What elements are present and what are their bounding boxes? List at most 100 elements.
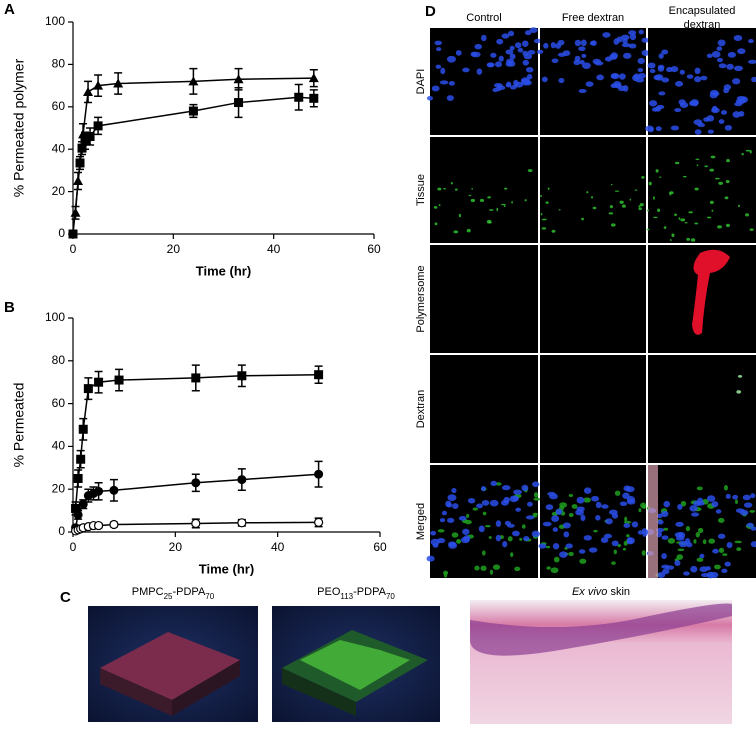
cell: [462, 67, 470, 73]
cell: [674, 108, 682, 113]
marker: [188, 106, 198, 116]
cell: [440, 67, 446, 75]
cell: [621, 43, 631, 48]
column-header: Free dextran: [561, 12, 625, 24]
cell: [552, 527, 559, 532]
cell: [558, 209, 561, 211]
y-tick-label: 80: [52, 57, 66, 71]
cell: [714, 564, 721, 570]
micrograph: [430, 137, 538, 243]
image-caption: PMPC25-PDPA70: [132, 586, 215, 601]
cell: [737, 48, 746, 55]
cell: [683, 571, 690, 576]
cell: [649, 69, 656, 74]
marker: [294, 92, 304, 102]
stack-side: [282, 668, 356, 716]
cell: [533, 492, 539, 498]
cell: [545, 201, 549, 204]
cell: [502, 540, 508, 548]
cell: [490, 480, 498, 486]
cell: [686, 74, 694, 79]
cell: [653, 74, 661, 81]
marker: [80, 136, 90, 146]
marker: [78, 424, 88, 434]
cell: [659, 176, 662, 178]
marker: [308, 73, 319, 83]
panel-label: C: [60, 589, 71, 606]
stack-side: [172, 660, 240, 716]
cell: [466, 513, 470, 518]
cell: [711, 501, 719, 508]
cell: [717, 533, 726, 539]
x-axis-title: Time (hr): [196, 263, 251, 278]
cell: [677, 548, 685, 552]
image-caption: PEO113-PDPA70: [317, 586, 395, 601]
cell: [605, 518, 613, 525]
cell: [513, 489, 522, 495]
cell: [718, 547, 725, 553]
cell: [685, 526, 691, 532]
cell: [706, 53, 713, 58]
cell: [581, 217, 584, 221]
cell: [589, 41, 596, 46]
marker: [71, 503, 81, 513]
cell: [482, 511, 487, 516]
cell: [487, 196, 491, 199]
cell: [711, 105, 718, 113]
cell: [608, 509, 618, 515]
cell: [693, 539, 697, 544]
cell: [460, 536, 470, 544]
cell: [551, 229, 556, 233]
cell: [663, 500, 671, 508]
cell: [583, 487, 592, 494]
cell: [586, 191, 589, 194]
cell: [431, 85, 440, 92]
cell: [749, 150, 752, 154]
cell: [669, 239, 672, 241]
cell: [585, 81, 594, 87]
cell: [480, 565, 487, 571]
cell: [578, 46, 586, 52]
cell: [540, 212, 543, 216]
cell: [583, 497, 591, 503]
cell: [661, 510, 669, 518]
cell: [641, 550, 646, 556]
cell: [658, 91, 666, 96]
cell: [568, 493, 574, 498]
cell: [507, 30, 515, 37]
cell: [695, 531, 701, 538]
cell: [699, 553, 705, 559]
cell: [637, 530, 643, 535]
cell: [523, 535, 530, 542]
cell: [725, 493, 731, 499]
series-line: [72, 96, 314, 235]
cell: [734, 102, 743, 107]
cell: [637, 67, 644, 73]
cell: [707, 129, 714, 134]
cell: [455, 50, 462, 56]
cell: [559, 502, 568, 508]
cell: [542, 521, 552, 527]
cell: [745, 213, 749, 217]
cell: [645, 125, 654, 132]
cell: [582, 62, 591, 70]
cell: [663, 226, 667, 229]
cell: [448, 81, 455, 86]
cell: [541, 227, 547, 230]
cell: [488, 209, 494, 211]
cell: [717, 39, 726, 47]
cell: [709, 571, 719, 579]
cell: [610, 73, 619, 79]
cell: [613, 549, 617, 555]
cell: [538, 543, 547, 549]
cell: [498, 55, 504, 62]
cell: [514, 81, 524, 88]
cell: [578, 89, 587, 94]
marker: [109, 519, 119, 530]
polymersome-signal: [692, 249, 730, 335]
cell: [563, 531, 570, 538]
cell: [736, 547, 742, 551]
cell: [738, 204, 741, 208]
cell: [661, 77, 670, 83]
cell: [547, 187, 550, 191]
